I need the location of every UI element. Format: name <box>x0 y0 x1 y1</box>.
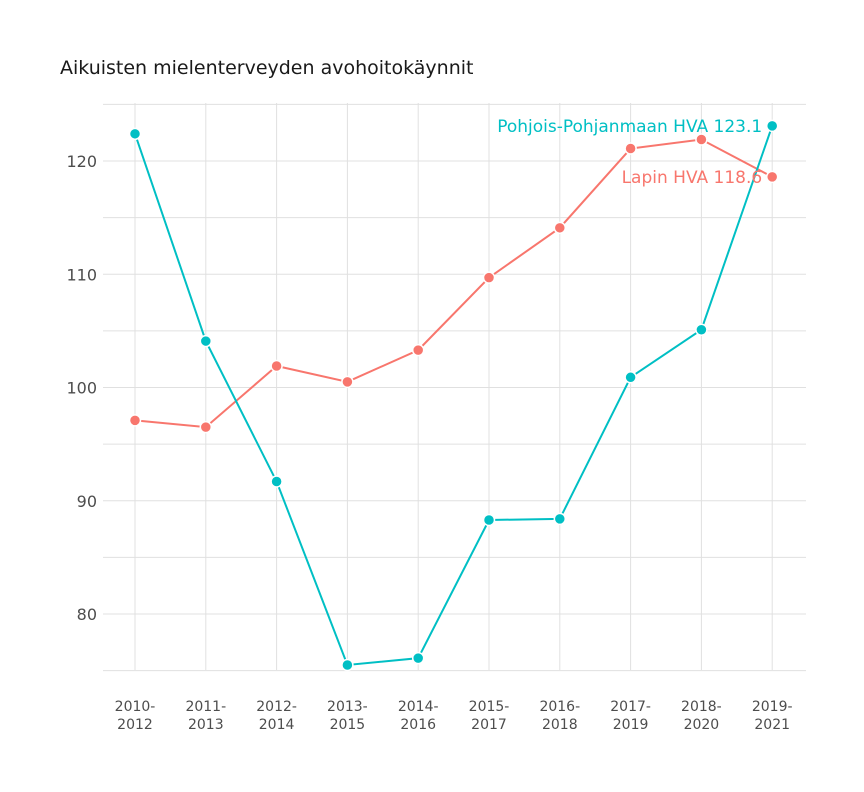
x-tick-label: 2014 <box>259 717 295 733</box>
x-tick-label: 2018- <box>681 699 722 715</box>
data-point <box>341 375 354 389</box>
data-point <box>341 658 354 672</box>
x-tick-label: 2017- <box>610 699 651 715</box>
series-end-label: Pohjois-Pohjanmaan HVA 123.1 <box>497 117 762 137</box>
y-tick-label: 90 <box>77 492 97 511</box>
data-point <box>482 513 496 527</box>
x-tick-label: 2015- <box>469 699 510 715</box>
x-tick-label: 2019- <box>752 699 793 715</box>
data-point <box>128 127 142 141</box>
data-point <box>270 359 283 373</box>
x-tick-label: 2020 <box>684 717 720 733</box>
x-tick-label: 2012 <box>117 717 153 733</box>
y-tick-label: 120 <box>66 152 97 171</box>
data-point <box>553 221 567 235</box>
x-tick-label: 2012- <box>256 699 297 715</box>
series-end-label: Lapin HVA 118.6 <box>622 168 763 188</box>
x-tick-label: 2017 <box>471 717 507 733</box>
data-point <box>695 323 708 336</box>
x-tick-label: 2019 <box>613 717 649 733</box>
data-point <box>411 651 425 665</box>
data-point <box>624 371 637 384</box>
data-point <box>624 142 637 155</box>
data-point <box>482 271 496 284</box>
data-point <box>765 119 779 133</box>
gridlines <box>103 103 806 672</box>
x-tick-label: 2016 <box>400 717 436 733</box>
x-tick-label: 2016- <box>539 699 580 715</box>
y-tick-label: 100 <box>66 379 97 398</box>
x-tick-label: 2021 <box>754 717 790 733</box>
y-tick-label: 110 <box>66 265 97 284</box>
y-tick-label: 80 <box>77 605 97 624</box>
x-tick-label: 2014- <box>398 699 439 715</box>
x-tick-label: 2015 <box>330 717 366 733</box>
series-end-labels: Lapin HVA 118.6 Pohjois-Pohjanmaan HVA 12… <box>497 117 762 188</box>
x-tick-label: 2018 <box>542 717 578 733</box>
data-point <box>765 170 779 184</box>
data-point <box>553 512 567 526</box>
data-point <box>199 420 213 434</box>
data-point <box>411 343 425 357</box>
data-point <box>270 475 283 488</box>
y-axis-ticks: 80 90 100 110 120 <box>66 152 97 624</box>
chart-title: Aikuisten mielenterveyden avohoitokäynni… <box>60 57 474 79</box>
x-tick-label: 2011- <box>185 699 226 715</box>
x-tick-label: 2010- <box>115 699 156 715</box>
x-tick-label: 2013- <box>327 699 368 715</box>
data-point <box>128 414 142 427</box>
data-point <box>199 334 213 348</box>
x-tick-label: 2013 <box>188 717 224 733</box>
x-axis-ticks: 2010- 2012 2011- 2013 2012- 2014 2013- 2015 2014… <box>115 699 793 733</box>
data-point <box>695 133 708 146</box>
series-lines <box>128 119 779 672</box>
series-line <box>134 138 773 429</box>
series-line <box>134 125 774 667</box>
